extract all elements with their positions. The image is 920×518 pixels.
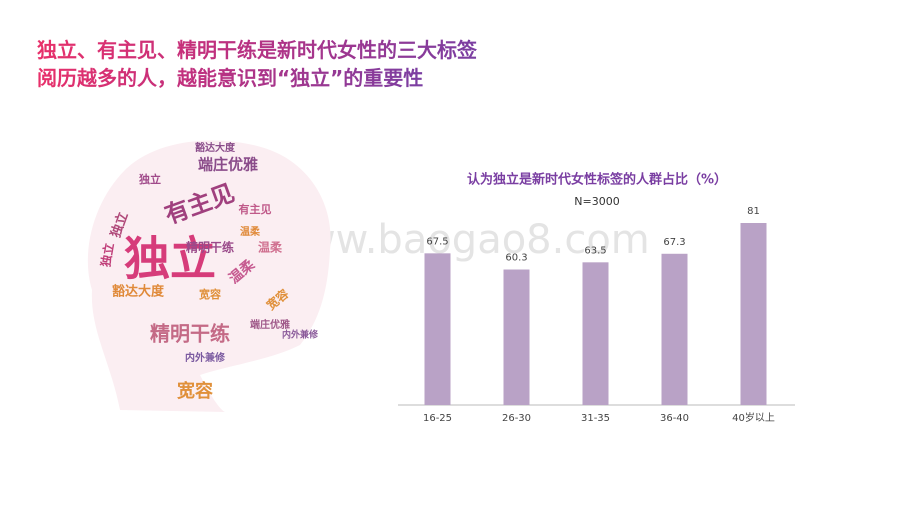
silhouette: [87, 140, 331, 412]
watermark: www.baogao8.com: [270, 217, 650, 263]
cloud-word: 独立: [124, 232, 216, 286]
cloud-word: 温柔: [258, 240, 283, 255]
cloud-word: 温柔: [240, 225, 261, 238]
cloud-word: 精明干练: [150, 322, 230, 346]
cloud-word: 豁达大度: [112, 284, 165, 300]
bar: [503, 269, 530, 405]
cloud-word: 内外兼修: [185, 351, 226, 364]
x-tick-label: 16-25: [423, 413, 452, 424]
value-label: 81: [747, 206, 760, 217]
value-label: 67.3: [663, 237, 685, 248]
cloud-word: 有主见: [239, 202, 272, 216]
value-label: 67.5: [426, 236, 448, 247]
bar: [424, 253, 451, 405]
cloud-word: 端庄优雅: [250, 318, 290, 331]
chart-title: 认为独立是新时代女性标签的人群占比（%）: [467, 172, 727, 188]
cloud-word: 内外兼修: [282, 329, 319, 341]
bar: [740, 223, 767, 405]
x-tick-label: 36-40: [660, 413, 689, 424]
headline: 阅历越多的人，越能意识到“独立”的重要性: [37, 62, 423, 91]
cloud-word: 精明干练: [186, 240, 234, 255]
cloud-word: 豁达大度: [195, 141, 236, 154]
x-tick-label: 26-30: [502, 413, 531, 424]
x-tick-label: 31-35: [581, 413, 610, 424]
cloud-word: 端庄优雅: [198, 156, 258, 174]
x-tick-label: 40岁以上: [732, 411, 775, 424]
cloud-word: 独立: [97, 242, 116, 269]
chart-subtitle: N=3000: [574, 195, 619, 208]
bar: [582, 262, 609, 405]
cloud-word: 独立: [138, 172, 161, 186]
headline: 独立、有主见、精明干练是新时代女性的三大标签: [37, 34, 477, 63]
cloud-word: 宽容: [198, 287, 221, 301]
bar: [661, 253, 688, 405]
value-label: 63.5: [584, 245, 606, 256]
cloud-word: 宽容: [177, 380, 213, 402]
value-label: 60.3: [505, 253, 527, 264]
